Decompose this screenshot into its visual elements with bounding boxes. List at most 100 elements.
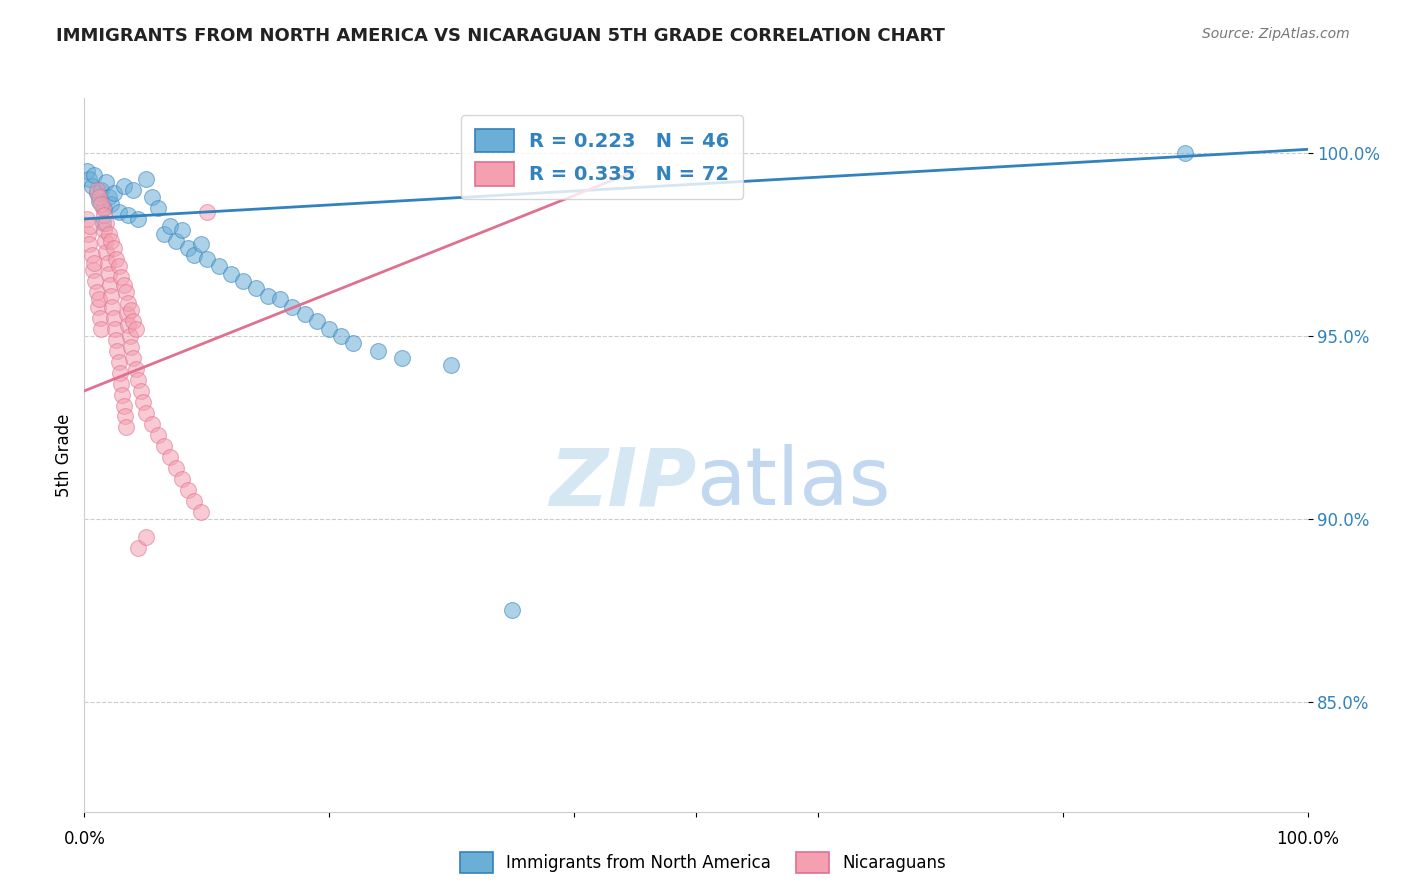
Point xyxy=(195,204,218,219)
Point xyxy=(127,541,149,556)
Point xyxy=(76,164,98,178)
Point xyxy=(159,219,181,234)
Point xyxy=(195,252,218,267)
Point xyxy=(98,277,121,292)
Point xyxy=(86,285,108,299)
Point xyxy=(83,256,105,270)
Point xyxy=(501,603,523,617)
Point xyxy=(117,296,139,310)
Point xyxy=(318,321,340,335)
Point xyxy=(183,248,205,262)
Point xyxy=(177,483,200,497)
Point xyxy=(77,171,100,186)
Legend: R = 0.223   N = 46, R = 0.335   N = 72: R = 0.223 N = 46, R = 0.335 N = 72 xyxy=(461,115,742,200)
Point xyxy=(86,183,108,197)
Point xyxy=(127,373,149,387)
Point xyxy=(165,234,187,248)
Point xyxy=(105,343,128,358)
Point xyxy=(330,329,353,343)
Point xyxy=(281,300,304,314)
Point xyxy=(146,201,169,215)
Point xyxy=(91,215,114,229)
Point xyxy=(305,314,328,328)
Point xyxy=(219,267,242,281)
Point xyxy=(101,300,124,314)
Legend: Immigrants from North America, Nicaraguans: Immigrants from North America, Nicaragua… xyxy=(453,846,953,880)
Text: IMMIGRANTS FROM NORTH AMERICA VS NICARAGUAN 5TH GRADE CORRELATION CHART: IMMIGRANTS FROM NORTH AMERICA VS NICARAG… xyxy=(56,27,945,45)
Point xyxy=(91,201,114,215)
Point xyxy=(76,211,98,226)
Point xyxy=(117,208,139,222)
Point xyxy=(342,336,364,351)
Point xyxy=(135,171,157,186)
Point xyxy=(90,321,112,335)
Point xyxy=(114,409,136,424)
Point xyxy=(96,175,118,189)
Point xyxy=(153,227,176,241)
Point xyxy=(79,219,101,234)
Point xyxy=(100,234,122,248)
Point xyxy=(82,263,104,277)
Point xyxy=(245,281,267,295)
Point xyxy=(122,351,145,365)
Point xyxy=(141,417,163,431)
Point xyxy=(107,354,129,368)
Point xyxy=(118,329,141,343)
Point xyxy=(111,387,134,401)
Point xyxy=(183,493,205,508)
Point xyxy=(84,274,107,288)
Text: atlas: atlas xyxy=(696,444,890,523)
Point xyxy=(208,260,231,274)
Point xyxy=(94,234,117,248)
Point xyxy=(367,343,389,358)
Point xyxy=(105,252,128,267)
Text: 100.0%: 100.0% xyxy=(1277,830,1339,848)
Point xyxy=(269,293,291,307)
Point xyxy=(90,183,112,197)
Point xyxy=(100,197,122,211)
Point xyxy=(165,460,187,475)
Point xyxy=(125,362,148,376)
Point xyxy=(232,274,254,288)
Point xyxy=(132,395,155,409)
Text: ZIP: ZIP xyxy=(548,444,696,523)
Point xyxy=(93,223,115,237)
Point xyxy=(107,204,129,219)
Point xyxy=(1174,146,1197,161)
Point xyxy=(80,178,103,193)
Point xyxy=(89,310,111,325)
Point xyxy=(135,406,157,420)
Point xyxy=(115,307,138,321)
Point xyxy=(115,285,138,299)
Point xyxy=(120,340,142,354)
Point xyxy=(110,376,132,391)
Point xyxy=(77,237,100,252)
Point xyxy=(153,439,176,453)
Point xyxy=(110,270,132,285)
Point xyxy=(172,472,194,486)
Point xyxy=(115,420,138,434)
Point xyxy=(83,168,105,182)
Point xyxy=(104,321,127,335)
Point xyxy=(100,289,122,303)
Point xyxy=(77,227,100,241)
Point xyxy=(141,190,163,204)
Point xyxy=(103,186,125,201)
Point xyxy=(177,241,200,255)
Point xyxy=(127,211,149,226)
Y-axis label: 5th Grade: 5th Grade xyxy=(55,413,73,497)
Point xyxy=(97,227,120,241)
Point xyxy=(112,178,135,193)
Point xyxy=(391,351,413,365)
Point xyxy=(122,183,145,197)
Point xyxy=(112,277,135,292)
Point xyxy=(105,333,128,347)
Point xyxy=(129,384,152,398)
Point xyxy=(172,223,194,237)
Point xyxy=(96,244,118,259)
Point xyxy=(87,190,110,204)
Point xyxy=(146,427,169,442)
Point xyxy=(122,314,145,328)
Point xyxy=(440,358,463,372)
Point xyxy=(135,530,157,544)
